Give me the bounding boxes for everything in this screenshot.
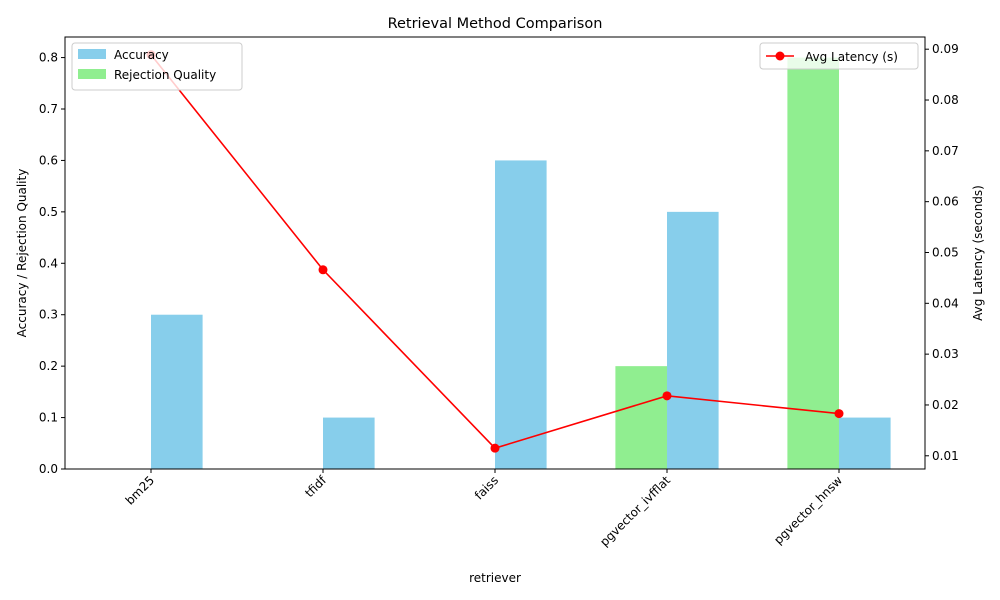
bar-rejection-quality — [787, 57, 839, 469]
y-tick-label: 0.3 — [39, 308, 58, 322]
latency-point — [834, 409, 844, 419]
latency-point — [490, 443, 500, 453]
y-tick-label: 0.4 — [39, 256, 58, 270]
latency-point — [318, 265, 328, 275]
y-tick-label: 0.2 — [39, 359, 58, 373]
chart-title: Retrieval Method Comparison — [388, 16, 603, 32]
y-tick-label: 0.1 — [39, 411, 58, 425]
plot-area: 0.0 0.1 0.2 0.3 0.4 0.5 0.6 0.7 0.8 0.01 0.02 0.03 0… — [39, 36, 959, 549]
legend-right — [759, 42, 919, 70]
bar-accuracy — [495, 160, 547, 469]
bar-accuracy — [667, 211, 719, 469]
legend-label: Rejection Quality — [114, 68, 216, 82]
latency-point — [662, 391, 672, 401]
x-tick-label: bm25 — [123, 473, 157, 507]
y2-tick-label: 0.05 — [932, 245, 959, 259]
y-axis-title: Accuracy / Rejection Quality — [15, 169, 29, 338]
legend-marker — [775, 51, 785, 61]
y2-tick-label: 0.04 — [932, 296, 959, 310]
y2-tick-label: 0.01 — [932, 449, 959, 463]
y-tick-label: 0.6 — [39, 153, 58, 167]
x-axis-title: retriever — [469, 571, 521, 585]
x-tick-label: pgvector_ivfflat — [597, 473, 673, 549]
y2-tick-label: 0.03 — [932, 347, 959, 361]
y2-axis-title: Avg Latency (seconds) — [971, 185, 985, 321]
x-tick-label: faiss — [472, 473, 501, 502]
legend-left — [71, 42, 243, 91]
y2-tick-label: 0.08 — [932, 93, 959, 107]
bar-accuracy — [839, 417, 891, 469]
legend-swatch — [78, 69, 106, 79]
legend-label: Accuracy — [114, 48, 169, 62]
bar-accuracy — [323, 417, 375, 469]
x-tick-label: pgvector_hnsw — [771, 473, 845, 547]
y-tick-label: 0.5 — [39, 205, 58, 219]
x-tick-label: tfidf — [302, 473, 329, 500]
y2-tick-label: 0.02 — [932, 398, 959, 412]
y2-tick-label: 0.07 — [932, 144, 959, 158]
legend-label: Avg Latency (s) — [805, 50, 898, 64]
y-tick-label: 0.0 — [39, 462, 58, 476]
y2-tick-label: 0.06 — [932, 195, 959, 209]
y-tick-label: 0.7 — [39, 102, 58, 116]
y-tick-label: 0.8 — [39, 51, 58, 65]
legend-swatch — [78, 49, 106, 59]
bar-accuracy — [151, 314, 203, 469]
bar-rejection-quality — [615, 366, 667, 469]
y2-tick-label: 0.09 — [932, 42, 959, 56]
